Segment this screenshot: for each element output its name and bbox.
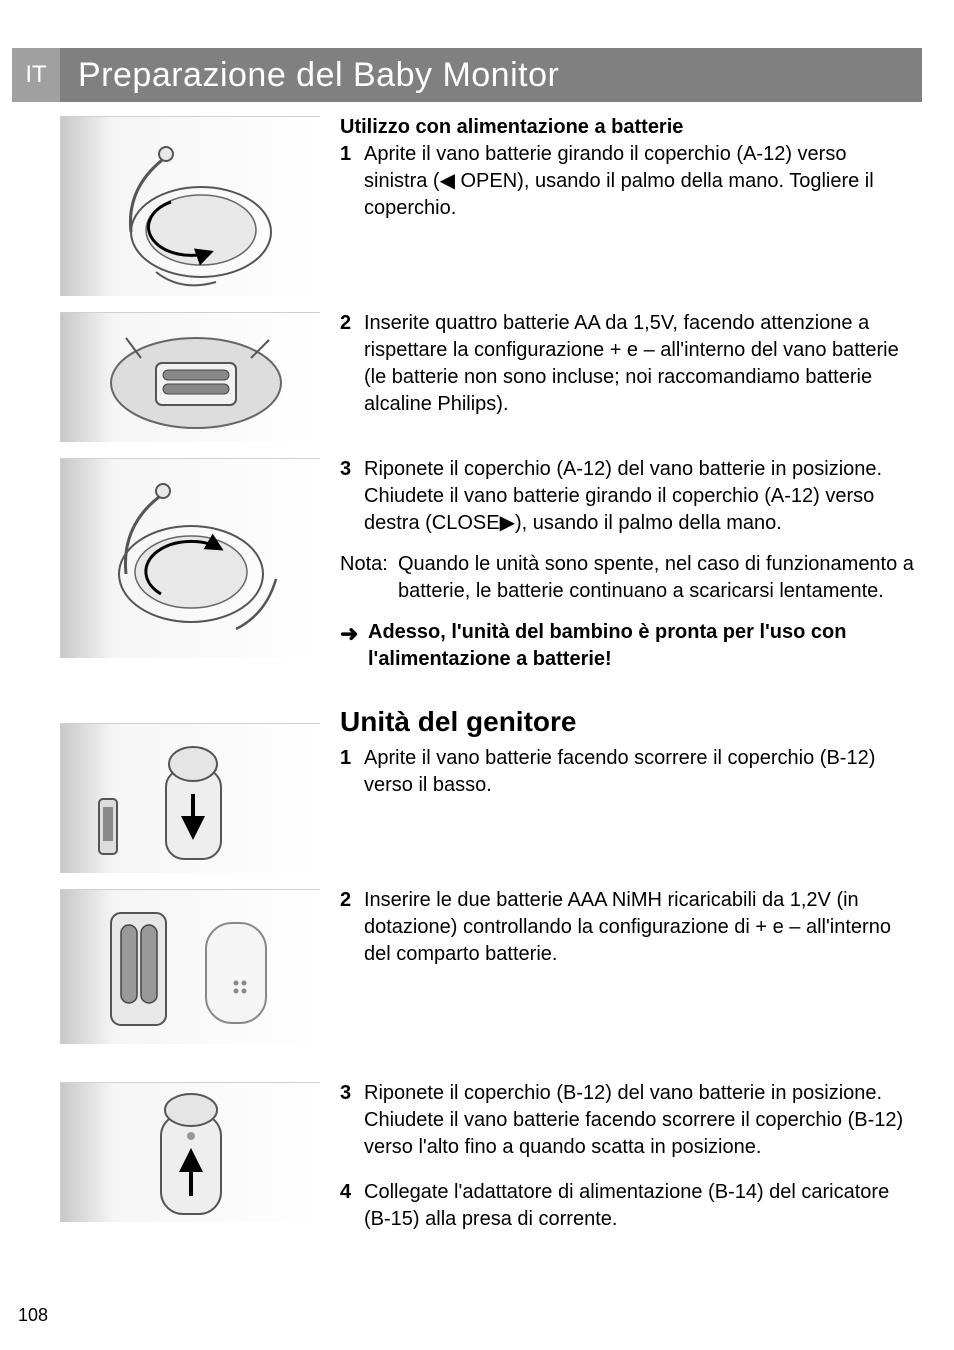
step-body: Aprite il vano batterie girando il coper… <box>364 141 914 222</box>
illustration-close-lid <box>60 458 320 658</box>
step-body: Inserite quattro batterie AA da 1,5V, fa… <box>364 310 914 418</box>
step-body: Inserire le due batterie AAA NiMH ricari… <box>364 887 914 968</box>
step-body: Collegate l'adattatore di alimentazione … <box>364 1179 914 1233</box>
step-body: Riponete il coperchio (A-12) del vano ba… <box>364 456 914 537</box>
step-num: 3 <box>340 456 358 537</box>
section2-heading: Unità del genitore <box>340 703 914 741</box>
step-num: 2 <box>340 310 358 418</box>
page-number: 108 <box>18 1305 48 1326</box>
ready-callout: ➜ Adesso, l'unità del bambino è pronta p… <box>340 619 914 673</box>
illustration-open-lid <box>60 116 320 296</box>
note-block: Nota: Quando le unità sono spente, nel c… <box>340 551 914 605</box>
step-body: Riponete il coperchio (B-12) del vano ba… <box>364 1080 914 1161</box>
illustration-parent-insert <box>60 889 320 1044</box>
row-6: 3 Riponete il coperchio (B-12) del vano … <box>60 1078 914 1237</box>
step-2-1: 1 Aprite il vano batterie facendo scorre… <box>340 745 914 799</box>
step-1-3: 3 Riponete il coperchio (A-12) del vano … <box>340 456 914 537</box>
page-title: Preparazione del Baby Monitor <box>60 48 922 102</box>
illustration-parent-open <box>60 723 320 873</box>
row-5: 2 Inserire le due batterie AAA NiMH rica… <box>60 885 914 1048</box>
arrow-icon: ➜ <box>340 619 368 673</box>
step-num: 2 <box>340 887 358 968</box>
content-area: Utilizzo con alimentazione a batterie 1 … <box>60 112 914 1245</box>
row-2: 2 Inserite quattro batterie AA da 1,5V, … <box>60 308 914 446</box>
step-num: 4 <box>340 1179 358 1233</box>
step-num: 1 <box>340 745 358 799</box>
step-2-3: 3 Riponete il coperchio (B-12) del vano … <box>340 1080 914 1161</box>
row-3: 3 Riponete il coperchio (A-12) del vano … <box>60 454 914 673</box>
row-4: Unità del genitore 1 Aprite il vano batt… <box>60 683 914 877</box>
step-2-2: 2 Inserire le due batterie AAA NiMH rica… <box>340 887 914 968</box>
step-num: 1 <box>340 141 358 222</box>
step-1-2: 2 Inserite quattro batterie AA da 1,5V, … <box>340 310 914 418</box>
step-num: 3 <box>340 1080 358 1161</box>
illustration-parent-close <box>60 1082 320 1222</box>
illustration-insert-aa <box>60 312 320 442</box>
note-body: Quando le unità sono spente, nel caso di… <box>398 551 914 605</box>
row-1: Utilizzo con alimentazione a batterie 1 … <box>60 112 914 300</box>
language-tab: IT <box>12 48 60 102</box>
section1-heading: Utilizzo con alimentazione a batterie <box>340 114 914 141</box>
step-body: Aprite il vano batterie facendo scorrere… <box>364 745 914 799</box>
note-label: Nota: <box>340 551 398 605</box>
step-1-1: 1 Aprite il vano batterie girando il cop… <box>340 141 914 222</box>
step-2-4: 4 Collegate l'adattatore di alimentazion… <box>340 1179 914 1233</box>
ready-text: Adesso, l'unità del bambino è pronta per… <box>368 619 914 673</box>
